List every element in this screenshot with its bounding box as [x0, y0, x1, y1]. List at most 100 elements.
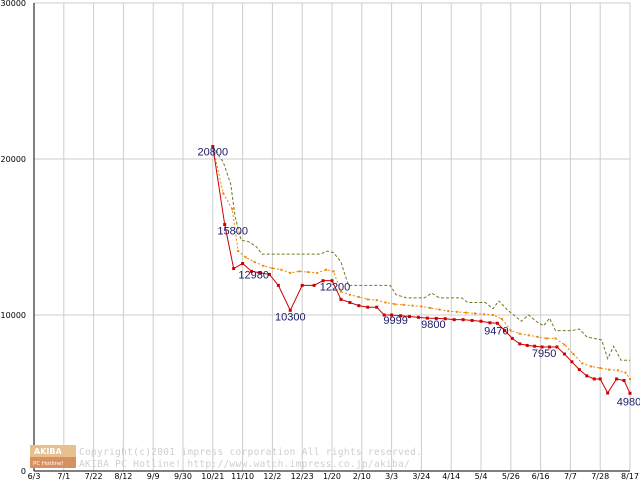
series-min-point — [223, 223, 227, 227]
x-tick-label: 12/23 — [291, 472, 314, 480]
series-avg-point — [447, 310, 450, 313]
series-avg-point — [375, 299, 378, 302]
series-lines — [211, 145, 632, 395]
data-label: 7950 — [532, 348, 556, 360]
series-avg-point — [307, 271, 310, 274]
x-tick-label: 10/21 — [201, 472, 224, 480]
x-tick-label: 5/4 — [475, 472, 488, 480]
series-avg-point — [590, 365, 593, 368]
data-label: 4980 — [617, 396, 640, 408]
x-tick-label: 7/22 — [85, 472, 103, 480]
series-min-point — [533, 344, 537, 348]
series-avg-point — [563, 343, 566, 346]
x-tick-label: 3/3 — [385, 472, 398, 480]
series-avg-point — [244, 256, 247, 259]
series-avg-point — [384, 301, 387, 304]
watermark: AKIBA PC Hotline! Copyright(c)2001 impre… — [30, 445, 422, 470]
series-avg-point — [629, 377, 631, 380]
series-avg-point — [438, 308, 441, 311]
series-min-point — [300, 283, 304, 287]
series-avg-point — [456, 310, 459, 313]
series-avg-point — [271, 267, 274, 270]
x-tick-label: 11/10 — [231, 472, 254, 480]
series-avg-point — [289, 271, 292, 274]
y-tick-label: 30000 — [1, 0, 26, 8]
data-label: 9999 — [383, 315, 407, 327]
watermark-copyright: Copyright(c)2001 impress corporation All… — [79, 447, 422, 458]
series-min-point — [348, 301, 352, 305]
series-avg-point — [402, 303, 405, 306]
series-min-point — [606, 391, 610, 395]
series-avg-point — [411, 304, 414, 307]
data-label: 20800 — [198, 147, 229, 159]
watermark-logo-top — [30, 445, 76, 457]
series-min-point — [452, 318, 456, 322]
series-min-point — [615, 377, 619, 381]
y-tick-labels: 0 10000 20000 30000 — [1, 0, 26, 476]
series-min-point — [382, 313, 386, 317]
y-tick-label: 10000 — [1, 311, 26, 320]
series-min-point — [399, 314, 403, 318]
series-min-point — [510, 336, 514, 340]
series-min-point — [321, 279, 325, 283]
series-avg-point — [527, 334, 530, 337]
series-min-point — [495, 321, 499, 325]
watermark-logo-text: AKIBA — [34, 447, 62, 456]
series-avg-point — [500, 317, 503, 320]
series-min-point — [425, 316, 429, 320]
series-min-point — [434, 316, 438, 320]
series-min-point — [503, 329, 507, 333]
data-label: 9800 — [421, 319, 445, 331]
series-min-point — [443, 317, 447, 321]
series-min-point — [570, 360, 574, 364]
x-tick-labels: 6/3 7/1 7/22 8/12 9/9 9/30 10/21 11/10 12/2 12/23… — [28, 472, 639, 480]
x-tick-label: 7/28 — [591, 472, 609, 480]
series-avg-point — [509, 329, 512, 332]
series-avg-point — [262, 264, 265, 267]
grid-lines — [34, 2, 631, 471]
series-avg-point — [491, 314, 494, 316]
series-min-point — [407, 315, 411, 319]
series-avg-point — [298, 270, 301, 273]
series-min-point — [258, 271, 262, 275]
series-avg-point — [420, 305, 423, 308]
series-min-point — [518, 342, 522, 346]
series-min-point — [276, 283, 280, 287]
series-min-point — [525, 343, 529, 347]
series-min-point — [598, 377, 602, 381]
series-min-point — [622, 379, 626, 383]
series-min-point — [390, 313, 394, 317]
data-label: 12980 — [238, 270, 269, 282]
series-min-point — [250, 269, 254, 273]
series-avg-point — [545, 337, 548, 340]
x-tick-label: 7/1 — [57, 472, 70, 480]
data-label: 15800 — [217, 226, 248, 238]
series-avg-point — [624, 371, 627, 374]
data-label: 10300 — [275, 311, 306, 323]
x-tick-label: 8/12 — [114, 472, 132, 480]
series-min-point — [562, 352, 566, 356]
watermark-logo-subtext: PC Hotline! — [33, 461, 64, 467]
series-min-point — [357, 304, 361, 308]
x-tick-label: 7/7 — [564, 472, 577, 480]
series-avg-point — [366, 298, 369, 301]
series-avg-point — [617, 369, 620, 372]
x-tick-label: 3/24 — [412, 472, 430, 480]
x-tick-label: 9/30 — [174, 472, 192, 480]
series-avg-point — [465, 311, 468, 314]
series-avg-point — [222, 192, 225, 195]
series-avg-point — [581, 362, 584, 365]
axes — [33, 3, 630, 472]
series-min-point — [585, 374, 589, 378]
x-tick-label: 8/17 — [621, 472, 639, 480]
data-labels: 20800 15800 12980 10300 12200 9999 9800 9470 795… — [198, 147, 640, 409]
series-avg-point — [332, 270, 335, 273]
series-avg-point — [554, 337, 557, 340]
series-min-point — [548, 345, 552, 349]
series-min-point — [375, 305, 379, 309]
series-min-point — [330, 279, 334, 283]
series-min-point — [312, 283, 316, 287]
series-avg-point — [429, 306, 432, 309]
series-avg-point — [339, 290, 342, 293]
